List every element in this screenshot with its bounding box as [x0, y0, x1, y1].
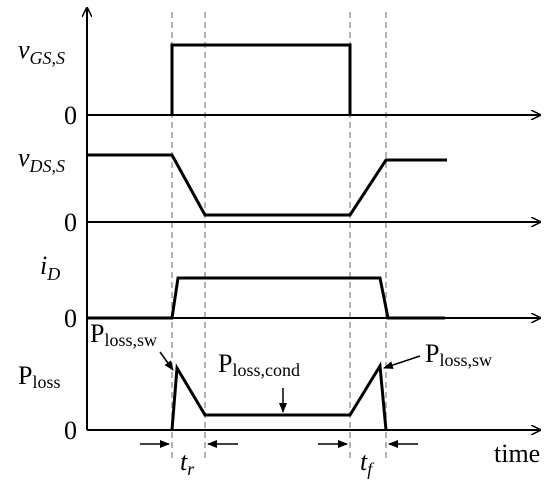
tr-label: tr	[180, 447, 195, 479]
label-part: P	[90, 319, 104, 348]
label-part: r	[187, 459, 195, 479]
label-part: v	[18, 143, 30, 172]
label-part: loss,sw	[104, 330, 157, 350]
time-label: time	[494, 439, 540, 468]
label-part: loss,sw	[439, 350, 492, 370]
label-part: P	[425, 339, 439, 368]
vds-waveform	[87, 153, 447, 217]
label-part: t	[180, 447, 188, 476]
id-waveform	[87, 276, 445, 320]
label-part: v	[18, 35, 30, 64]
label-part: GS,S	[30, 48, 66, 68]
pointer	[383, 355, 421, 369]
ploss-sw-left-label: Ploss,sw	[90, 319, 157, 350]
zero-label: 0	[64, 101, 77, 130]
vds-label: vDS,S	[18, 143, 65, 176]
label-part: loss,cond	[232, 360, 300, 380]
label-part: f	[367, 459, 375, 479]
ploss-cond-label: Ploss,cond	[218, 349, 300, 380]
id-label: iD	[40, 251, 60, 284]
zero-label: 0	[64, 304, 77, 333]
label-part: i	[40, 251, 47, 280]
zero-label: 0	[64, 416, 77, 445]
label-part: DS,S	[29, 156, 66, 176]
ploss-label: Ploss	[18, 361, 60, 392]
label-part: D	[46, 264, 60, 284]
vgs-waveform	[170, 43, 352, 115]
ploss-sw-right-label: Ploss,sw	[425, 339, 492, 370]
timing-guides	[171, 12, 387, 462]
tf-label: tf	[360, 447, 375, 479]
ploss-waveform	[170, 361, 388, 431]
pointer	[159, 351, 174, 371]
zero-label: 0	[64, 208, 77, 237]
label-part: t	[360, 447, 368, 476]
axes	[87, 8, 540, 430]
label-part: loss	[32, 372, 60, 392]
label-part: P	[218, 349, 232, 378]
label-part: P	[18, 361, 32, 390]
vgs-label: vGS,S	[18, 35, 65, 68]
